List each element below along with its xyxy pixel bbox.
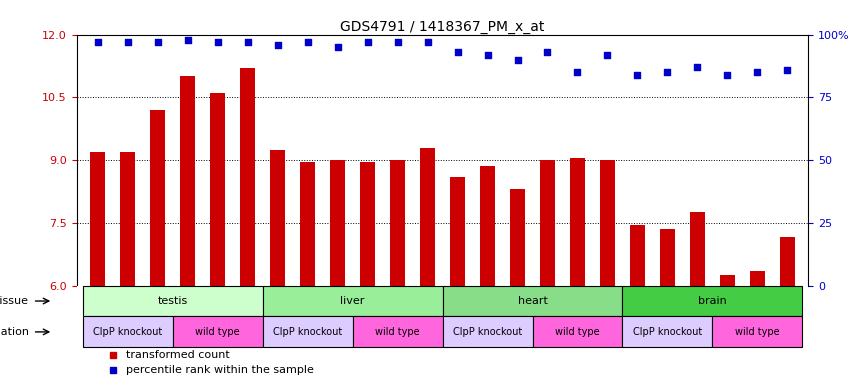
Text: ClpP knockout: ClpP knockout (633, 327, 702, 337)
Bar (540, 160, 555, 286)
Bar (263, 316, 352, 348)
Point (420, 39, 434, 45)
Point (511, 56, 524, 63)
Point (780, 67, 794, 73)
Bar (630, 225, 645, 286)
Point (241, 39, 254, 45)
Bar (443, 286, 622, 316)
Text: percentile rank within the sample: percentile rank within the sample (126, 365, 314, 375)
Text: wild type: wild type (375, 327, 420, 337)
Bar (150, 110, 165, 286)
Text: tissue: tissue (0, 296, 29, 306)
Point (331, 44, 345, 50)
Bar (240, 68, 255, 286)
Bar (480, 166, 495, 286)
Bar (210, 93, 225, 286)
Point (631, 72, 644, 78)
Point (361, 39, 374, 45)
Bar (510, 189, 525, 286)
Bar (263, 286, 443, 316)
Bar (570, 158, 585, 286)
Point (211, 39, 225, 45)
Bar (360, 162, 375, 286)
Bar (83, 286, 263, 316)
Bar (622, 286, 802, 316)
Bar (712, 316, 802, 348)
Text: liver: liver (340, 296, 365, 306)
Bar (443, 316, 533, 348)
Bar (622, 316, 712, 348)
Bar (173, 316, 263, 348)
Bar (90, 152, 105, 286)
Bar (352, 316, 443, 348)
Bar (330, 160, 345, 286)
Text: wild type: wild type (555, 327, 600, 337)
Title: GDS4791 / 1418367_PM_x_at: GDS4791 / 1418367_PM_x_at (340, 20, 545, 33)
Text: testis: testis (157, 296, 188, 306)
Bar (83, 316, 173, 348)
Text: transformed count: transformed count (126, 351, 230, 361)
Point (601, 51, 614, 58)
Text: brain: brain (698, 296, 727, 306)
Bar (600, 160, 615, 286)
Point (691, 64, 705, 70)
Point (571, 69, 585, 75)
Point (180, 36, 194, 43)
Point (91, 39, 105, 45)
Bar (533, 316, 622, 348)
Text: wild type: wild type (735, 327, 780, 337)
Bar (450, 177, 465, 286)
Point (300, 39, 314, 45)
Point (271, 41, 284, 48)
Text: heart: heart (517, 296, 547, 306)
Text: genotype/variation: genotype/variation (0, 327, 29, 337)
Bar (660, 229, 675, 286)
Bar (120, 152, 135, 286)
Point (481, 51, 494, 58)
Bar (300, 162, 315, 286)
Point (151, 39, 164, 45)
Text: wild type: wild type (195, 327, 240, 337)
Bar (180, 76, 195, 286)
Point (660, 69, 674, 75)
Bar (270, 150, 285, 286)
Text: ClpP knockout: ClpP knockout (453, 327, 523, 337)
Bar (690, 212, 705, 286)
Bar (720, 275, 735, 286)
Bar (390, 160, 405, 286)
Bar (750, 271, 765, 286)
Point (121, 39, 134, 45)
Point (391, 39, 404, 45)
Point (721, 72, 734, 78)
Bar (780, 237, 795, 286)
Text: ClpP knockout: ClpP knockout (273, 327, 342, 337)
Bar (420, 147, 435, 286)
Point (451, 49, 465, 55)
Point (540, 49, 554, 55)
Point (751, 69, 764, 75)
Text: ClpP knockout: ClpP knockout (93, 327, 163, 337)
